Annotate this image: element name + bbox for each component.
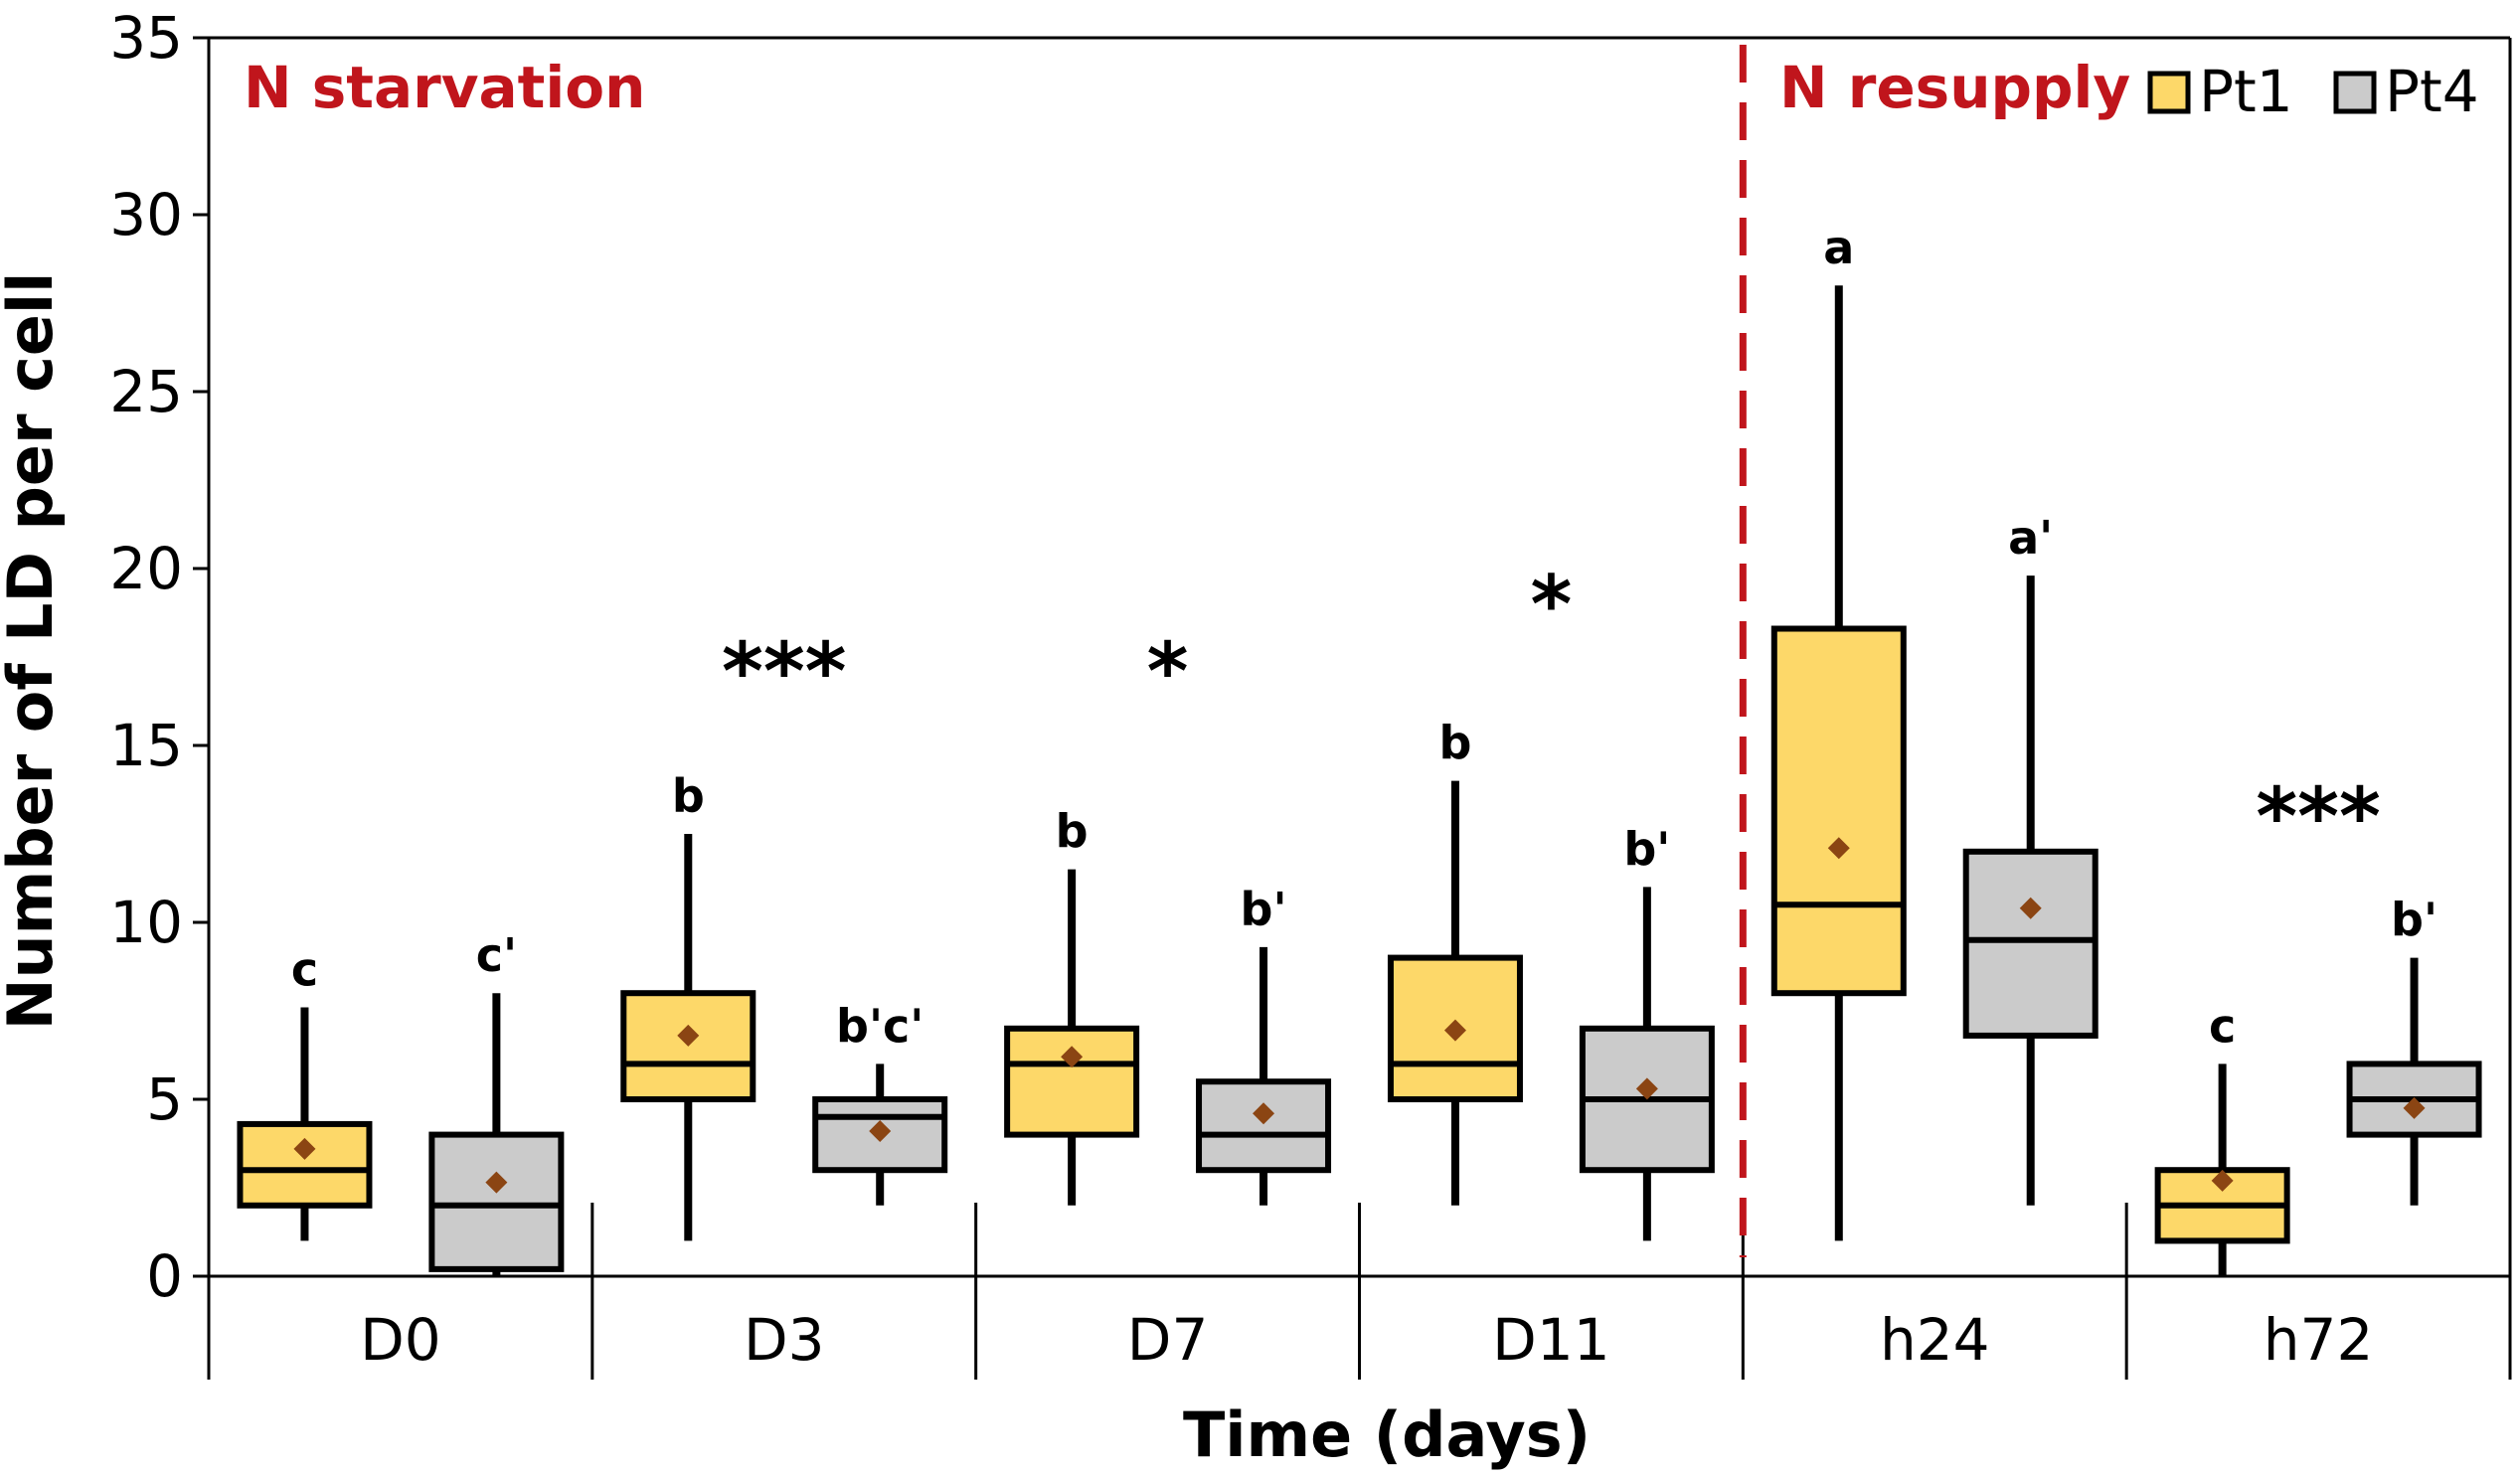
- legend-label-pt4: Pt4: [2385, 58, 2479, 125]
- box-pt1-d11: [1387, 780, 1523, 1206]
- x-tick-label: h72: [2264, 1306, 2374, 1374]
- box: [1196, 1078, 1332, 1174]
- group-letter-label: c: [291, 942, 318, 996]
- box-pt4-d0: [428, 993, 565, 1276]
- legend-label-pt1: Pt1: [2199, 58, 2293, 125]
- mean-marker: [2403, 1096, 2426, 1119]
- box-pt1-h24: [1770, 285, 1907, 1241]
- marks-layer: [237, 285, 2482, 1276]
- x-tick-label: D11: [1492, 1306, 1609, 1374]
- mean-marker: [293, 1137, 316, 1160]
- mean-marker: [1635, 1077, 1658, 1100]
- group-letter-label: a: [1823, 221, 1854, 274]
- significance-marker: *: [1147, 626, 1189, 719]
- mean-marker: [485, 1171, 508, 1194]
- group-letter-label: b: [672, 769, 705, 823]
- mean-marker: [2019, 897, 2042, 919]
- box-pt1-d3: [620, 834, 756, 1241]
- box: [1004, 1025, 1140, 1138]
- significance-marker: *: [1530, 559, 1572, 651]
- box-pt4-d7: [1196, 946, 1332, 1206]
- group-letter-label: b': [1623, 822, 1670, 876]
- y-tick-label: 25: [109, 358, 183, 425]
- group-letter-label: a': [2008, 511, 2053, 565]
- y-tick-label: 15: [109, 712, 183, 779]
- y-tick-label: 5: [146, 1065, 183, 1133]
- box-pt4-h24: [1962, 575, 2099, 1206]
- x-tick-label: h24: [1880, 1306, 1990, 1374]
- y-tick-label: 30: [109, 181, 183, 248]
- group-letter-label: b: [1056, 805, 1089, 859]
- y-axis-title: Number of LD per cell: [0, 272, 67, 1031]
- group-letter-label: b'c': [836, 999, 924, 1053]
- box: [428, 1131, 565, 1272]
- group-letter-label: b': [1241, 883, 1287, 936]
- mean-marker: [1253, 1102, 1275, 1125]
- y-tick-label: 0: [146, 1242, 183, 1310]
- mean-marker: [677, 1024, 700, 1047]
- mean-marker: [1443, 1019, 1466, 1042]
- y-tick-label: 10: [109, 889, 183, 956]
- mean-marker: [1061, 1046, 1084, 1068]
- x-axis-title: Time (days): [1183, 1398, 1591, 1471]
- x-tick-label: D3: [744, 1306, 825, 1374]
- labels-layer: 0 5 10 15 20 25 30 35 D0 D3 D7 D11 h24 h72 c b b b a c c' b'c…: [109, 4, 2437, 1374]
- legend: Pt1 Pt4: [2147, 58, 2479, 125]
- axes-layer: [193, 36, 2512, 1380]
- x-tick-label: D7: [1127, 1306, 1209, 1374]
- legend-swatch-pt4: [2333, 71, 2377, 114]
- x-tick-label: D0: [360, 1306, 441, 1374]
- box-pt4-d3: [812, 1064, 948, 1206]
- mean-marker: [869, 1120, 892, 1143]
- box-pt4-d11: [1579, 887, 1715, 1241]
- significance-marker: ***: [2256, 771, 2381, 864]
- box-pt4-h72: [2346, 957, 2482, 1206]
- box-pt1-d0: [237, 1007, 373, 1241]
- group-letter-label: b': [2391, 894, 2437, 947]
- group-letter-label: c: [2209, 999, 2236, 1053]
- y-tick-label: 20: [109, 535, 183, 602]
- mean-marker: [1827, 837, 1850, 860]
- group-letter-label: c': [476, 928, 517, 982]
- significance-marker: ***: [722, 626, 847, 719]
- box-pt1-h72: [2154, 1064, 2290, 1276]
- y-tick-label: 35: [109, 4, 183, 72]
- box: [1770, 625, 1907, 997]
- box: [1962, 848, 2099, 1039]
- group-letter-label: b: [1438, 717, 1471, 770]
- mean-marker: [2211, 1169, 2234, 1192]
- box-pt1-d7: [1004, 869, 1140, 1206]
- phase-label-resupply: N resupply: [1779, 54, 2130, 121]
- phase-label-starvation: N starvation: [244, 54, 645, 121]
- box: [237, 1120, 373, 1209]
- legend-swatch-pt1: [2147, 71, 2191, 114]
